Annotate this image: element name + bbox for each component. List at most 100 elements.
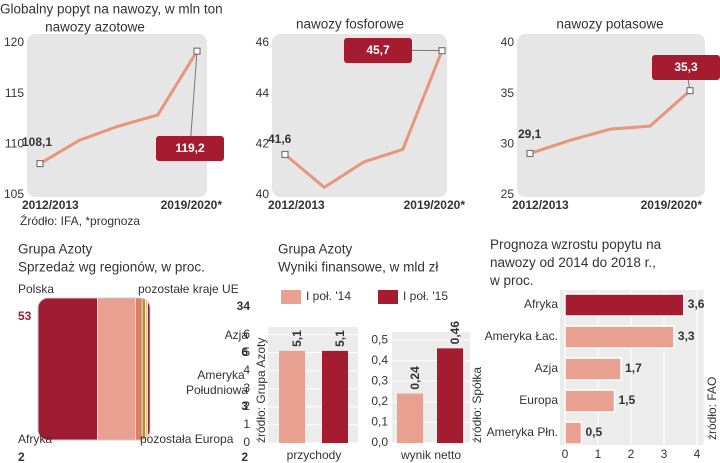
- point-marker: [193, 47, 201, 55]
- y-tick-label: 35: [501, 86, 515, 100]
- y-tick-label: 30: [501, 137, 515, 151]
- slice-label: pozostała Europa: [140, 432, 234, 446]
- source-note: źródło: FAO: [705, 377, 719, 440]
- value-label: 5,1: [290, 330, 304, 347]
- y-tick-label: 46: [256, 35, 270, 49]
- connector: [189, 51, 198, 149]
- slice-value: 3: [241, 399, 248, 413]
- value-label: 45,7: [366, 43, 390, 57]
- category-label: Europa: [519, 393, 558, 407]
- y-tick-label: 0,5: [371, 332, 388, 346]
- x-tick-label: 2019/2020*: [641, 198, 703, 212]
- value-label-box: [156, 136, 224, 161]
- y-tick-label: 44: [256, 86, 270, 100]
- slice-value: 2: [241, 450, 248, 463]
- bar: [322, 350, 348, 443]
- source-note: Źródło: IFA, *prognoza: [20, 213, 140, 228]
- value-label: 5,1: [333, 330, 347, 347]
- chart-title: Prognoza wzrostu popytu na nawozy od 201…: [489, 237, 665, 288]
- pie-slice: [135, 298, 143, 440]
- value-label-box: [344, 38, 412, 63]
- x-tick-label: wynik netto: [400, 448, 461, 462]
- slice-label: Polska: [18, 282, 54, 296]
- y-tick-label: 40: [256, 187, 270, 201]
- x-tick-label: 1: [595, 447, 602, 461]
- legend-label: I poł. '14: [306, 289, 351, 303]
- bar: [279, 350, 305, 443]
- y-tick-label: 120: [4, 35, 24, 49]
- pie-slice: [38, 298, 98, 440]
- data-line: [284, 50, 444, 189]
- y-tick-label: 0,2: [371, 394, 388, 408]
- x-tick-label: 2012/2013: [268, 198, 325, 212]
- point-marker: [281, 150, 289, 159]
- y-tick-label: 1: [243, 417, 250, 431]
- point-marker: [526, 149, 534, 158]
- slice-value: 53: [18, 309, 32, 323]
- x-tick-label: 3: [661, 447, 668, 461]
- value-label: 1,5: [619, 393, 636, 407]
- x-tick-label: 2012/2013: [22, 198, 79, 212]
- source-note: źródło: Grupa Azoty: [254, 338, 268, 443]
- data-line: [529, 89, 691, 155]
- y-tick-label: 4: [243, 363, 250, 377]
- y-tick-label: 0: [243, 435, 250, 449]
- bar: [564, 325, 675, 349]
- legend-label: I poł. '15: [403, 289, 448, 303]
- value-label: 35,3: [674, 60, 698, 74]
- y-tick-label: 115: [5, 86, 24, 100]
- legend-swatch: [281, 290, 301, 304]
- y-tick-label: 0,1: [371, 415, 388, 429]
- y-tick-label: 25: [501, 187, 515, 201]
- chart-subtitle: Sprzedaż wg regionów, w proc.: [18, 260, 205, 275]
- pie-slice: [145, 298, 149, 440]
- x-tick-label: 2: [628, 447, 635, 461]
- y-tick-label: 0,3: [371, 373, 388, 387]
- slice-value: 34: [237, 299, 251, 313]
- y-tick-label: 110: [5, 137, 24, 151]
- chart-title: Globalny popyt na nawozy, w mln ton: [0, 2, 223, 17]
- data-line: [39, 50, 199, 165]
- chart-title: nawozy potasowe: [556, 17, 663, 32]
- y-tick-label: 0,4: [371, 353, 388, 367]
- bar: [437, 348, 463, 443]
- category-label: Ameryka Płn.: [487, 425, 558, 439]
- plot-background: [272, 34, 447, 197]
- y-tick-label: 40: [501, 35, 515, 49]
- x-tick-label: 4: [694, 447, 701, 461]
- category-label: Azja: [535, 361, 559, 375]
- value-label: 29,1: [518, 127, 542, 141]
- slice-label: Azja: [225, 328, 249, 342]
- point-marker: [438, 47, 446, 55]
- slice-label: pozostałe kraje UE: [138, 282, 239, 296]
- pie-slice: [141, 298, 146, 440]
- plot-background: [27, 34, 207, 197]
- value-label: 119,2: [175, 141, 205, 155]
- bar: [564, 389, 616, 413]
- chart-title: Grupa Azoty: [278, 242, 353, 257]
- value-label-box: [652, 55, 720, 80]
- bar: [564, 293, 685, 317]
- slice-label: Ameryka Południowa: [186, 368, 248, 397]
- pie-slice: [97, 298, 136, 440]
- value-label: 3,3: [678, 329, 695, 343]
- y-tick-label: 5: [243, 345, 250, 359]
- legend-swatch: [378, 290, 398, 304]
- bar: [564, 421, 583, 445]
- value-label: 1,7: [625, 361, 642, 375]
- slice-value: 2: [18, 450, 25, 463]
- chart-title: Grupa Azoty: [18, 242, 93, 257]
- x-tick-label: 2019/2020*: [161, 198, 223, 212]
- y-tick-label: 2: [243, 399, 250, 413]
- slice-label: Afryka: [18, 432, 52, 446]
- pie-frame: [37, 297, 151, 441]
- category-label: Ameryka Łac.: [485, 329, 558, 343]
- x-tick-label: 0: [562, 447, 569, 461]
- y-tick-label: 105: [4, 187, 24, 201]
- chart-subtitle: Wyniki finansowe, w mld zł: [278, 260, 438, 275]
- chart-subtitle: nawozy azotowe: [45, 20, 145, 35]
- source-note: źródło: Spółka: [470, 367, 484, 443]
- bar: [397, 393, 423, 443]
- y-tick-label: 6: [243, 327, 250, 341]
